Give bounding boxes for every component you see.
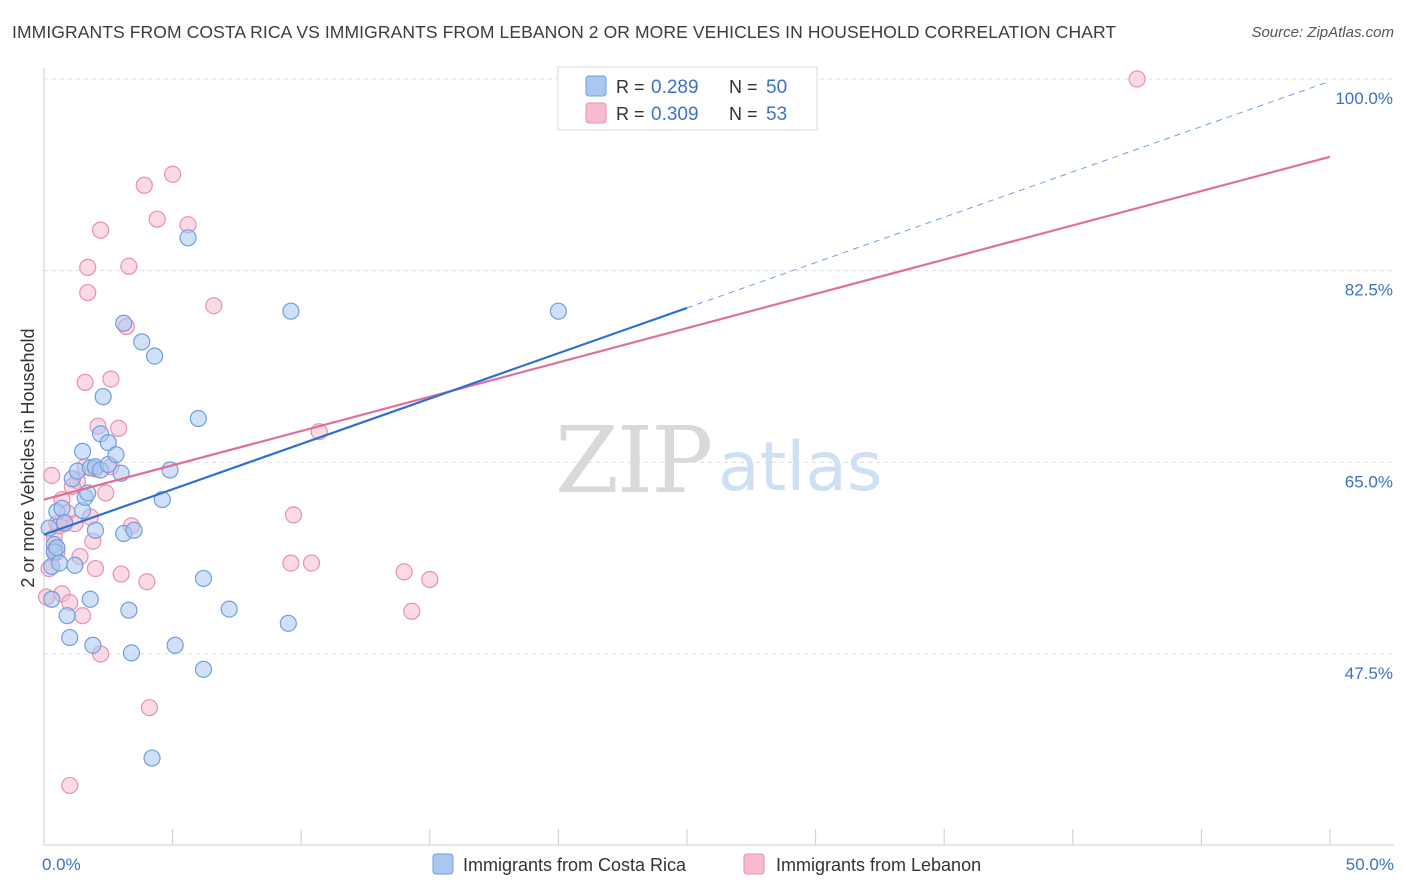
costa-rica-point-47 xyxy=(282,302,300,320)
axes xyxy=(43,68,1394,846)
lebanon-point-49 xyxy=(1128,70,1146,88)
lebanon-point-28 xyxy=(102,370,120,388)
costa-rica-point-36 xyxy=(143,749,161,767)
watermark-zip: ZIP xyxy=(555,407,711,514)
costa-rica-point-20 xyxy=(84,636,102,654)
costa-rica-point-38 xyxy=(153,490,171,509)
costa-rica-point-32 xyxy=(120,601,138,619)
chart-source: Source: ZipAtlas.com xyxy=(1251,24,1394,41)
costa-rica-point-28 xyxy=(107,446,125,464)
costa-rica-point-46 xyxy=(279,614,297,632)
series-legend-label-costa-rica: Immigrants from Costa Rica xyxy=(463,855,687,875)
grid-lines xyxy=(44,78,1394,655)
y-tick-label-2: 82.5% xyxy=(1345,281,1393,300)
costa-rica-point-10 xyxy=(61,628,79,647)
series-costa-rica-points xyxy=(40,229,568,767)
lebanon-point-31 xyxy=(112,565,130,583)
trend-lines xyxy=(43,80,1331,536)
lebanon-point-37 xyxy=(140,699,159,717)
lebanon-point-47 xyxy=(403,602,421,620)
y-axis-tick-labels: 47.5% 65.0% 82.5% 100.0% xyxy=(1335,89,1393,683)
series-legend: Immigrants from Costa Rica Immigrants fr… xyxy=(432,853,981,875)
lebanon-point-44 xyxy=(302,554,321,572)
watermark-atlas: atlas xyxy=(718,428,882,507)
costa-rica-trend-extension xyxy=(686,80,1331,309)
lebanon-point-48 xyxy=(421,570,439,589)
lebanon-point-20 xyxy=(79,258,97,276)
costa-rica-point-18 xyxy=(81,590,99,608)
costa-rica-point-35 xyxy=(133,333,151,351)
costa-rica-point-9 xyxy=(58,607,76,625)
y-axis-label: 2 or more Vehicles in Household xyxy=(18,328,38,587)
costa-rica-point-31 xyxy=(115,314,133,332)
lebanon-point-18 xyxy=(76,373,94,391)
legend-r-label-blue: R = xyxy=(616,77,645,97)
lebanon-point-42 xyxy=(282,554,300,572)
stats-legend: R = 0.289 N = 50 R = 0.309 N = 53 xyxy=(557,66,818,131)
legend-n-label-pink: N = xyxy=(729,104,758,124)
costa-rica-point-7 xyxy=(53,499,71,517)
series-legend-label-lebanon: Immigrants from Lebanon xyxy=(776,855,981,875)
legend-r-value-pink: 0.309 xyxy=(651,104,699,125)
lebanon-point-39 xyxy=(164,165,182,183)
costa-rica-point-33 xyxy=(122,644,141,662)
series-lebanon-points xyxy=(37,70,1146,795)
lebanon-point-36 xyxy=(138,573,156,591)
costa-rica-point-4 xyxy=(48,539,66,557)
lebanon-point-24 xyxy=(86,559,105,578)
y-tick-label-3: 100.0% xyxy=(1335,89,1393,108)
costa-rica-point-6 xyxy=(50,554,69,572)
x-axis-tick-labels: 0.0% 50.0% xyxy=(42,855,1394,874)
lebanon-point-33 xyxy=(120,257,138,275)
legend-n-value-pink: 53 xyxy=(766,104,787,125)
costa-rica-trend-line xyxy=(43,306,688,536)
y-tick-label-1: 65.0% xyxy=(1345,472,1393,491)
series-legend-swatch-lebanon xyxy=(743,853,765,875)
costa-rica-point-43 xyxy=(194,569,213,588)
legend-swatch-pink xyxy=(585,102,607,124)
watermark: ZIP atlas xyxy=(555,407,882,514)
lebanon-point-46 xyxy=(395,563,413,581)
lebanon-point-30 xyxy=(109,419,128,437)
costa-rica-point-12 xyxy=(66,556,84,574)
chart-title: IMMIGRANTS FROM COSTA RICA VS IMMIGRANTS… xyxy=(12,22,1117,42)
costa-rica-point-0 xyxy=(43,590,61,608)
costa-rica-point-40 xyxy=(166,636,184,654)
legend-n-value-blue: 50 xyxy=(766,77,787,98)
legend-n-label-blue: N = xyxy=(729,77,758,97)
costa-rica-point-25 xyxy=(94,388,112,406)
legend-r-value-blue: 0.289 xyxy=(651,77,699,98)
lebanon-point-41 xyxy=(205,297,223,315)
y-tick-label-0: 47.5% xyxy=(1345,664,1393,683)
costa-rica-point-45 xyxy=(220,600,238,618)
lebanon-point-38 xyxy=(148,210,166,228)
series-legend-swatch-costa-rica xyxy=(432,853,454,875)
costa-rica-point-44 xyxy=(194,660,213,678)
costa-rica-point-26 xyxy=(99,434,117,452)
costa-rica-point-21 xyxy=(86,521,105,539)
lebanon-point-26 xyxy=(91,221,110,239)
lebanon-point-16 xyxy=(73,607,92,625)
lebanon-trend-line xyxy=(43,155,1331,501)
x-tick-label-min: 0.0% xyxy=(42,855,81,874)
lebanon-point-43 xyxy=(284,506,303,524)
lebanon-point-1 xyxy=(43,466,61,485)
lebanon-point-35 xyxy=(135,176,153,194)
lebanon-point-12 xyxy=(61,776,79,795)
x-tick-label-max: 50.0% xyxy=(1346,855,1394,874)
costa-rica-point-14 xyxy=(73,442,92,460)
costa-rica-point-42 xyxy=(189,409,207,428)
costa-rica-point-48 xyxy=(549,302,568,320)
lebanon-point-19 xyxy=(79,283,97,302)
costa-rica-point-37 xyxy=(145,347,164,365)
costa-rica-point-34 xyxy=(125,521,143,539)
legend-swatch-blue xyxy=(585,75,607,97)
lebanon-point-52 xyxy=(97,484,115,502)
legend-r-label-pink: R = xyxy=(616,104,645,124)
costa-rica-point-41 xyxy=(179,229,197,247)
